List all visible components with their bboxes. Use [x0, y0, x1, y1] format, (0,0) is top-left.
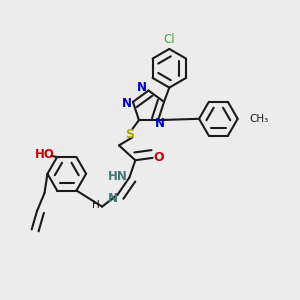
Text: N: N	[108, 192, 118, 205]
Text: S: S	[125, 128, 134, 141]
Text: O: O	[153, 151, 164, 164]
Text: CH₃: CH₃	[249, 114, 268, 124]
Text: Cl: Cl	[164, 33, 175, 46]
Text: N: N	[122, 97, 131, 110]
Text: N: N	[137, 81, 147, 94]
Text: HO: HO	[35, 148, 55, 161]
Text: N: N	[154, 117, 165, 130]
Text: HN: HN	[108, 170, 128, 183]
Text: H: H	[92, 200, 99, 210]
